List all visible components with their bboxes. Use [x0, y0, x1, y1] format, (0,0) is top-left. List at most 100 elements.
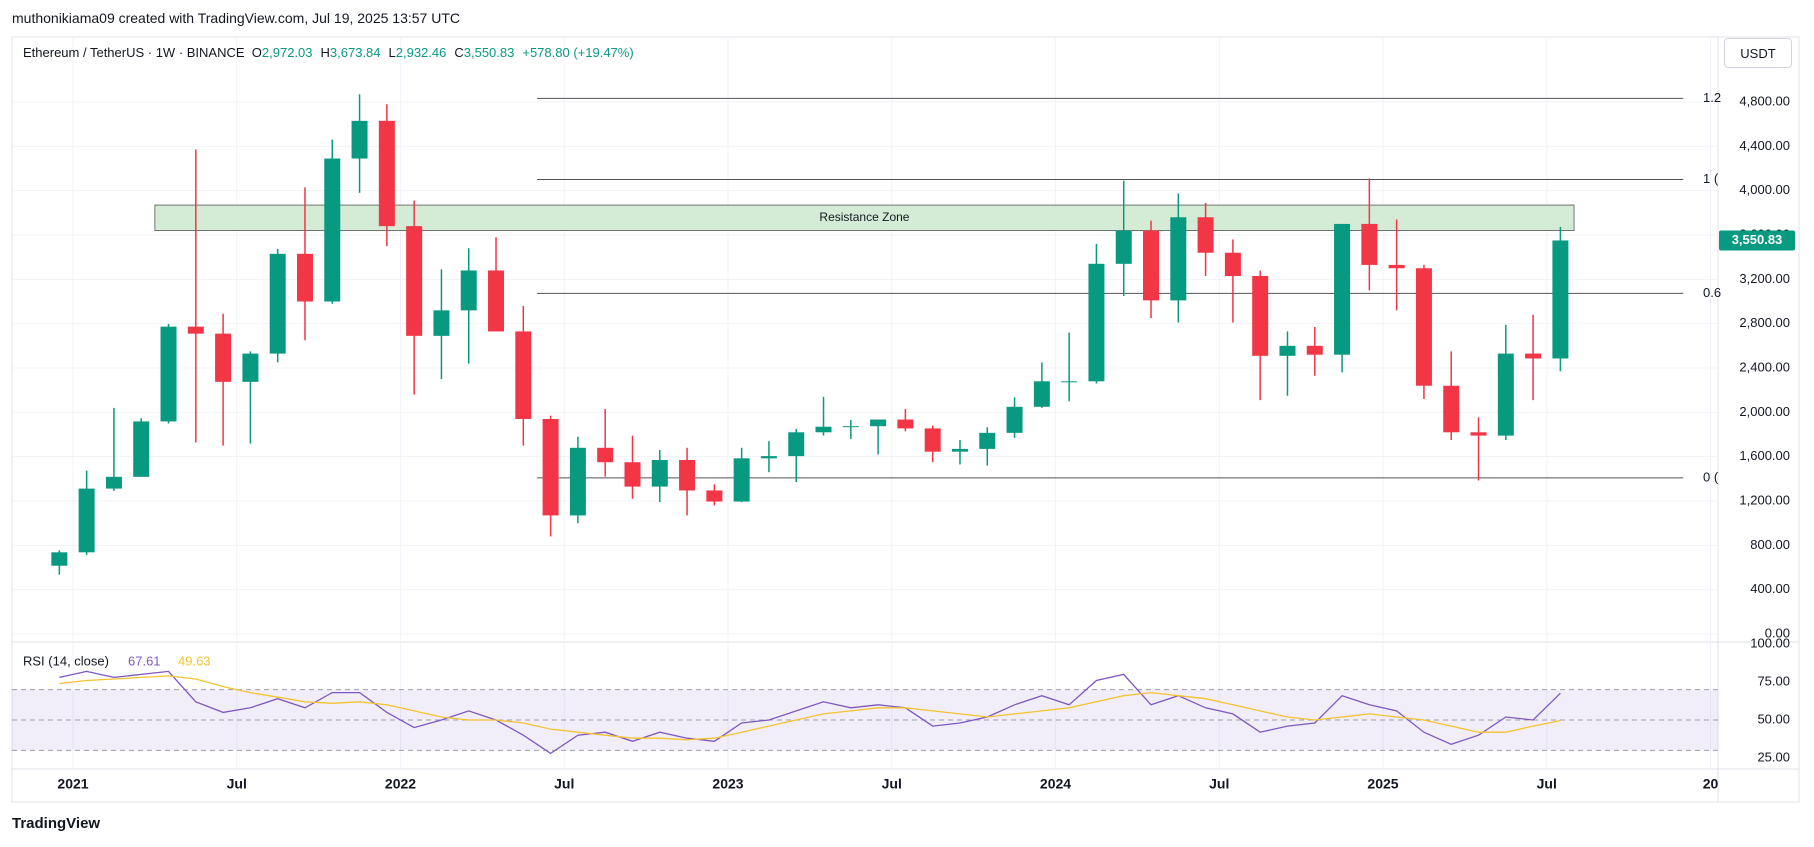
candle-body	[679, 459, 696, 491]
brand-logo: TradingView	[12, 815, 100, 832]
candle-body	[1143, 230, 1160, 301]
symbol: Ethereum / TetherUS · 1W · BINANCE	[23, 45, 245, 60]
y-tick-label: 4,400.00	[1739, 138, 1790, 153]
y-tick-label: 0.00	[1765, 625, 1790, 640]
last-price-label: 3,550.83	[1732, 232, 1783, 247]
candle-body	[897, 419, 914, 429]
candle-body	[460, 270, 477, 311]
candle-body	[951, 448, 968, 452]
candle-body	[1088, 263, 1105, 382]
candle-body	[488, 270, 505, 332]
candle-body	[324, 158, 341, 302]
ohlc-key: H	[320, 45, 330, 60]
candle-body	[515, 331, 532, 419]
candle-body	[924, 428, 941, 452]
x-tick-label: 2024	[1040, 776, 1071, 792]
candle-body	[979, 432, 996, 449]
candle-body	[378, 120, 395, 227]
y-tick-label: 4,000.00	[1739, 182, 1790, 197]
y-tick-label: 400.00	[1750, 581, 1790, 596]
ohlc-key: O	[251, 45, 262, 60]
candle-body	[706, 490, 723, 502]
candle-body	[433, 310, 450, 336]
ohlc-value: 3,673.84	[329, 45, 381, 60]
symbol-header: Ethereum / TetherUS · 1W · BINANCE O2,97…	[23, 45, 642, 60]
x-tick-label: 2023	[712, 776, 743, 792]
x-tick-label: Jul	[1209, 776, 1229, 792]
candle-body	[351, 120, 368, 159]
candle-body	[1470, 432, 1487, 436]
candle-body	[78, 488, 95, 553]
x-tick-label: Jul	[554, 776, 574, 792]
candle-body	[1388, 264, 1405, 269]
y-tick-label: 4,800.00	[1739, 93, 1790, 108]
candle-body	[133, 421, 150, 477]
x-tick-label: 2025	[1367, 776, 1398, 792]
candle-body	[1033, 381, 1050, 407]
y-tick-label: 2,800.00	[1739, 315, 1790, 330]
candle-body	[788, 432, 805, 457]
rsi-tick-label: 75.00	[1757, 673, 1790, 688]
candle-body	[1006, 406, 1023, 433]
candle-body	[597, 447, 614, 463]
candle-body	[296, 253, 313, 302]
candle-body	[1552, 240, 1569, 359]
fib-label: 1.2	[1703, 90, 1721, 105]
candle-body	[1197, 217, 1214, 253]
candle-body	[269, 253, 286, 354]
candle-body	[242, 353, 259, 382]
last-price-tag	[1719, 230, 1795, 251]
candle-body	[842, 426, 859, 428]
x-tick-label: Jul	[882, 776, 902, 792]
candle-body	[1306, 345, 1323, 355]
candle-body	[1334, 223, 1351, 355]
y-tick-label: 800.00	[1750, 537, 1790, 552]
candle-body	[870, 419, 887, 427]
candle-body	[1170, 217, 1187, 301]
candle-body	[160, 326, 177, 422]
caption: muthonikiama09 created with TradingView.…	[12, 10, 460, 26]
candle-body	[1497, 353, 1514, 436]
candle-body	[51, 552, 68, 566]
brand: TradingView	[12, 815, 101, 832]
candle-body	[1115, 230, 1132, 264]
rsi-legend-value: 49.63	[178, 653, 211, 668]
rsi-title: RSI (14, close)	[23, 653, 109, 668]
candle-body	[1443, 385, 1460, 433]
candle-body	[1361, 223, 1378, 265]
candle-body	[569, 447, 586, 516]
rsi-line	[59, 670, 1561, 755]
zone-label: Resistance Zone	[819, 210, 909, 224]
candle-body	[1415, 268, 1432, 386]
candle-body	[1252, 276, 1269, 356]
rsi-line	[59, 675, 1561, 741]
rsi-tick-label: 25.00	[1757, 749, 1790, 764]
ohlc-key: C	[454, 45, 464, 60]
candle-body	[1061, 381, 1078, 383]
ohlc-key: L	[388, 45, 396, 60]
y-tick-label: 2,400.00	[1739, 359, 1790, 374]
y-tick-label: 2,000.00	[1739, 404, 1790, 419]
ohlc-value: 2,972.03	[261, 45, 313, 60]
fib-label: 0 (	[1703, 469, 1719, 484]
candle-body	[542, 418, 559, 516]
candle-body	[651, 459, 668, 487]
candle-body	[187, 326, 204, 334]
candle-body	[624, 462, 641, 487]
ohlc: O2,972.03 H3,673.84 L2,932.46 C3,550.83	[252, 45, 523, 60]
fib-label: 1 (	[1703, 171, 1719, 186]
ohlc-value: 3,550.83	[463, 45, 515, 60]
currency-button[interactable]: USDT	[1724, 38, 1792, 68]
rsi-tick-label: 50.00	[1757, 711, 1790, 726]
ohlc-value: 2,932.46	[395, 45, 447, 60]
candle-body	[406, 226, 423, 336]
x-tick-label: 2021	[57, 776, 88, 792]
fib-label: 0.6	[1703, 285, 1721, 300]
y-tick-label: 3,200.00	[1739, 271, 1790, 286]
rsi-legend-value: 67.61	[128, 653, 161, 668]
x-tick-label: 20	[1703, 776, 1719, 792]
candle-body	[105, 476, 122, 489]
rsi-tick-label: 100.00	[1750, 635, 1790, 650]
candle-body	[1224, 252, 1241, 277]
